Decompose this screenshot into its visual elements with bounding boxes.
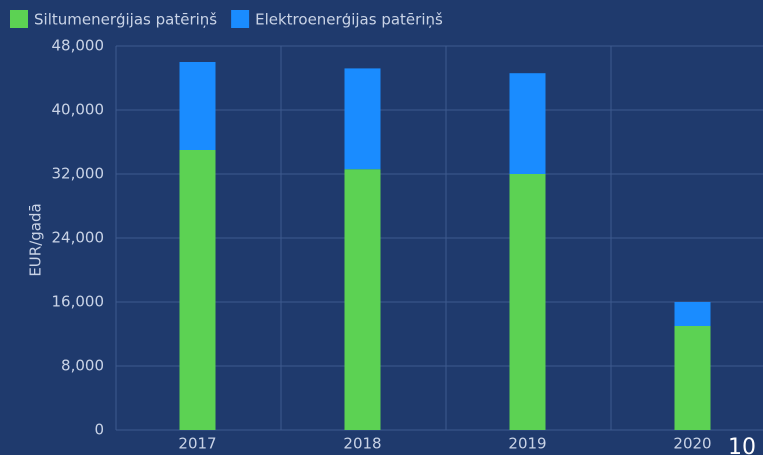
x-tick-label: 2018 [343, 435, 381, 453]
y-tick-label: 0 [94, 421, 104, 439]
y-axis-label: EUR/gadā [27, 203, 45, 276]
bar-segment [509, 73, 546, 174]
y-tick-label: 32,000 [52, 165, 105, 183]
bar-segment [344, 68, 381, 170]
x-tick-label: 2019 [508, 435, 546, 453]
x-tick-label: 2020 [673, 435, 711, 453]
bar-segment [179, 62, 216, 150]
y-tick-label: 48,000 [52, 37, 105, 55]
bar-segment [509, 174, 546, 430]
y-tick-label: 8,000 [61, 357, 104, 375]
y-tick-label: 16,000 [52, 293, 105, 311]
bar-segment [179, 150, 216, 430]
legend-label: Elektroenerģijas patēriņš [255, 11, 443, 29]
bar-segment [674, 326, 711, 430]
x-tick-label: 2017 [178, 435, 216, 453]
bar-segment [344, 169, 381, 430]
y-tick-label: 40,000 [52, 101, 105, 119]
legend-swatch [10, 10, 28, 28]
legend-label: Siltumenerģijas patēriņš [34, 11, 217, 29]
legend-swatch [231, 10, 250, 28]
y-tick-label: 24,000 [52, 229, 105, 247]
bar-segment [674, 302, 711, 326]
page-number: 10 [728, 435, 756, 455]
